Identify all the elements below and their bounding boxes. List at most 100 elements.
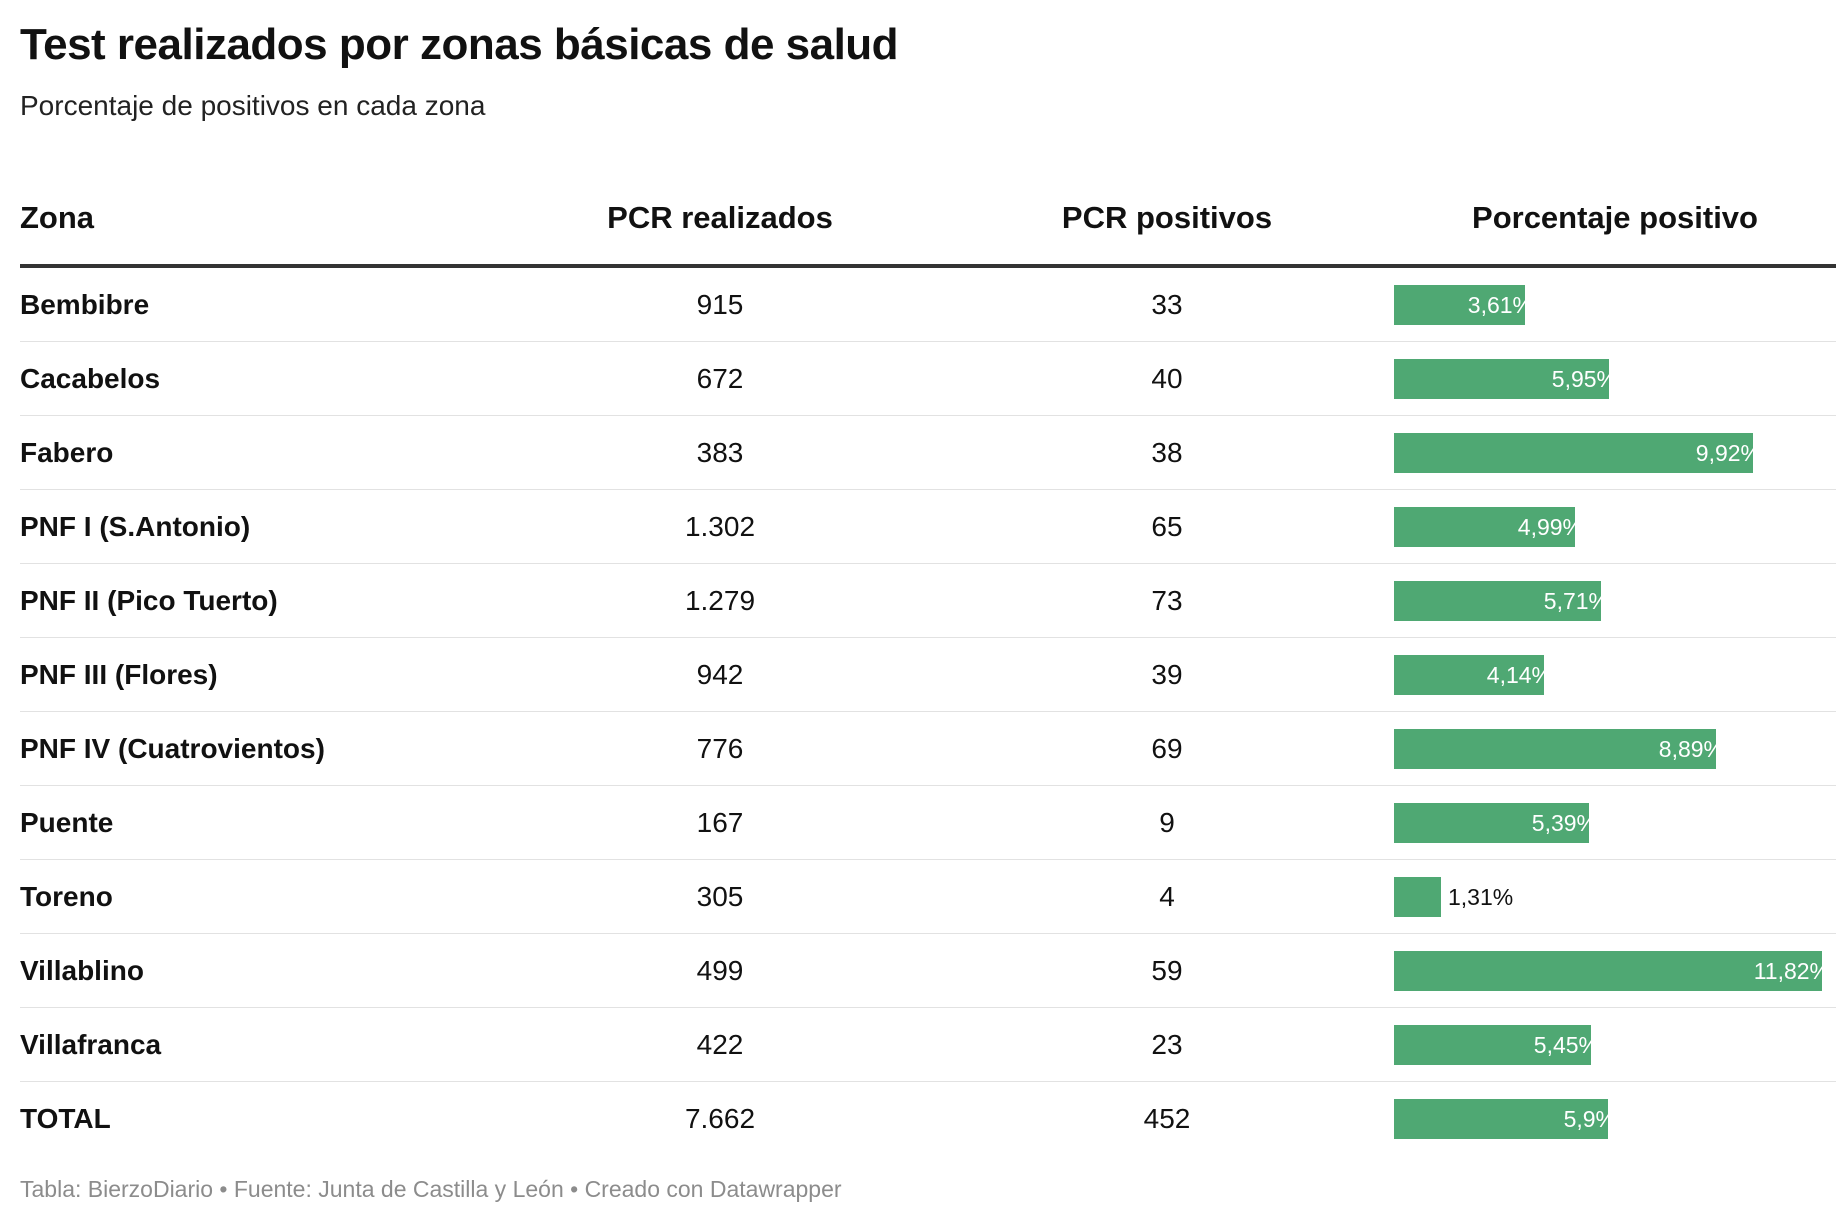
cell-pcr-positivos: 59	[940, 933, 1394, 1008]
percentage-bar	[1394, 728, 1716, 769]
cell-zona: PNF III (Flores)	[20, 637, 500, 712]
cell-zona: Villafranca	[20, 1007, 500, 1082]
cell-porcentaje: 11,82%	[1394, 933, 1836, 1008]
cell-zona: Bembibre	[20, 266, 500, 342]
percentage-label: 5,39%	[1531, 809, 1597, 836]
table-row: PNF II (Pico Tuerto) 1.279 73 5,71%	[20, 563, 1836, 638]
cell-pcr-positivos: 40	[940, 341, 1394, 416]
cell-pcr-positivos: 65	[940, 489, 1394, 564]
percentage-bar	[1394, 950, 1822, 991]
percentage-label: 4,14%	[1486, 661, 1552, 688]
percentage-label: 9,92%	[1695, 439, 1761, 466]
cell-pcr-realizados: 499	[500, 933, 940, 1008]
cell-pcr-positivos: 9	[940, 785, 1394, 860]
bar-track: 3,61%	[1394, 284, 1836, 325]
cell-pcr-positivos: 23	[940, 1007, 1394, 1082]
data-table: Zona PCR realizados PCR positivos Porcen…	[20, 172, 1836, 1155]
table-row: Toreno 305 4 1,31%	[20, 859, 1836, 934]
cell-zona: PNF I (S.Antonio)	[20, 489, 500, 564]
cell-pcr-realizados: 422	[500, 1007, 940, 1082]
cell-pcr-positivos: 452	[1143, 1102, 1191, 1134]
cell-pcr-positivos: 73	[940, 563, 1394, 638]
cell-zona: PNF II (Pico Tuerto)	[20, 563, 500, 638]
bar-track: 8,89%	[1394, 728, 1836, 769]
cell-pcr-realizados: 915	[500, 266, 940, 342]
percentage-bar	[1394, 1098, 1608, 1139]
cell-pcr-realizados: 776	[500, 711, 940, 786]
header-zona[interactable]: Zona	[20, 172, 500, 268]
percentage-label: 3,61%	[1467, 291, 1533, 318]
header-porcentaje-positivo[interactable]: Porcentaje positivo	[1394, 172, 1836, 268]
cell-porcentaje: 3,61%	[1394, 266, 1836, 342]
header-pcr-positivos[interactable]: PCR positivos	[940, 172, 1394, 268]
cell-zona: Cacabelos	[20, 341, 500, 416]
cell-pcr-realizados: 383	[500, 415, 940, 490]
cell-porcentaje: 9,92%	[1394, 415, 1836, 490]
percentage-bar	[1394, 1024, 1591, 1065]
bar-track: 1,31%	[1394, 876, 1836, 917]
table-row: PNF I (S.Antonio) 1.302 65 4,99%	[20, 489, 1836, 564]
cell-porcentaje: 5,45%	[1394, 1007, 1836, 1082]
percentage-label: 5,45%	[1533, 1031, 1599, 1058]
bar-track: 4,14%	[1394, 654, 1836, 695]
percentage-bar	[1394, 358, 1609, 399]
cell-pcr-positivos: 38	[940, 415, 1394, 490]
percentage-bar	[1394, 506, 1575, 547]
percentage-label: 11,82%	[1753, 957, 1830, 984]
percentage-bar	[1394, 284, 1525, 325]
table-row: Puente 167 9 5,39%	[20, 785, 1836, 860]
percentage-label: 5,95%	[1551, 365, 1617, 392]
percentage-bar	[1394, 876, 1441, 917]
cell-porcentaje: 4,99%	[1394, 489, 1836, 564]
cell-zona: TOTAL	[20, 1102, 111, 1134]
bar-track: 11,82%	[1394, 950, 1836, 991]
bar-track: 5,39%	[1394, 802, 1836, 843]
table-header-row: Zona PCR realizados PCR positivos Porcen…	[20, 172, 1836, 268]
cell-pcr-realizados: 1.302	[500, 489, 940, 564]
bar-track: 4,99%	[1394, 506, 1836, 547]
percentage-bar	[1394, 654, 1544, 695]
chart-footer: Tabla: BierzoDiario • Fuente: Junta de C…	[20, 1176, 842, 1202]
chart-subtitle: Porcentaje de positivos en cada zona	[20, 90, 486, 121]
cell-pcr-positivos: 69	[940, 711, 1394, 786]
cell-porcentaje: 1,31%	[1394, 859, 1836, 934]
percentage-label: 1,31%	[1448, 883, 1514, 910]
bar-track: 9,92%	[1394, 432, 1836, 473]
table-row: Bembibre 915 33 3,61%	[20, 266, 1836, 342]
bar-track: 5,71%	[1394, 580, 1836, 621]
cell-porcentaje: 5,71%	[1394, 563, 1836, 638]
cell-porcentaje: 5,95%	[1394, 341, 1836, 416]
table-row: Cacabelos 672 40 5,95%	[20, 341, 1836, 416]
table-row: PNF III (Flores) 942 39 4,14%	[20, 637, 1836, 712]
table-row: PNF IV (Cuatrovientos) 776 69 8,89%	[20, 711, 1836, 786]
bar-track: 5,95%	[1394, 358, 1836, 399]
cell-zona: Puente	[20, 785, 500, 860]
chart-title: Test realizados por zonas básicas de sal…	[20, 20, 899, 69]
cell-pcr-realizados: 942	[500, 637, 940, 712]
cell-porcentaje: 8,89%	[1394, 711, 1836, 786]
header-pcr-realizados[interactable]: PCR realizados	[500, 172, 940, 268]
table-body: Bembibre 915 33 3,61% Cacabelos 672 40 5,95% Fab…	[20, 266, 1836, 1155]
cell-pcr-realizados: 7.662	[684, 1102, 756, 1134]
cell-zona: Toreno	[20, 859, 500, 934]
table-row: Villablino 499 59 11,82%	[20, 933, 1836, 1008]
percentage-label: 5,71%	[1543, 587, 1609, 614]
cell-pcr-positivos: 39	[940, 637, 1394, 712]
cell-porcentaje: 5,39%	[1394, 785, 1836, 860]
cell-pcr-realizados: 167	[500, 785, 940, 860]
chart-container: Test realizados por zonas básicas de sal…	[20, 18, 1836, 1155]
cell-pcr-positivos: 33	[940, 266, 1394, 342]
cell-zona: Villablino	[20, 933, 500, 1008]
percentage-label: 5,9%	[1563, 1105, 1616, 1132]
cell-zona: PNF IV (Cuatrovientos)	[20, 711, 500, 786]
cell-pcr-realizados: 305	[500, 859, 940, 934]
cell-pcr-realizados: 1.279	[500, 563, 940, 638]
table-row: Fabero 383 38 9,92%	[20, 415, 1836, 490]
bar-track: 5,45%	[1394, 1024, 1836, 1065]
cell-pcr-realizados: 672	[500, 341, 940, 416]
cell-zona: Fabero	[20, 415, 500, 490]
percentage-label: 4,99%	[1517, 513, 1583, 540]
cell-pcr-positivos: 4	[940, 859, 1394, 934]
percentage-label: 8,89%	[1658, 735, 1724, 762]
percentage-bar	[1394, 432, 1753, 473]
